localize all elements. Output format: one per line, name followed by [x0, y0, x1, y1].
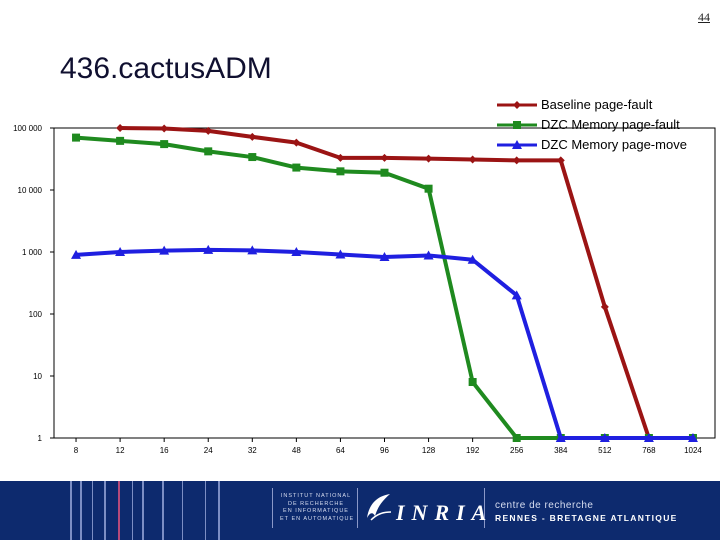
dzc-memory-page-move-point: [159, 245, 170, 255]
dzc-memory-page-move-line: [75, 247, 693, 440]
baseline-page-fault-point: [292, 138, 301, 147]
baseline-page-fault-point: [556, 156, 565, 165]
dzc-memory-page-fault-legend-marker: [513, 121, 521, 129]
dzc-memory-page-move-point: [555, 433, 566, 442]
footer-decor-line: [118, 481, 120, 540]
dzc-memory-page-fault-point: [380, 168, 389, 177]
x-tick-label: 48: [292, 446, 301, 455]
footer-separator: [357, 488, 358, 528]
baseline-page-fault-point: [336, 153, 345, 162]
page-number: 44: [698, 10, 710, 24]
footer-decor-line: [142, 481, 144, 540]
x-tick-label: 192: [466, 446, 480, 455]
centre-name: RENNES - BRETAGNE ATLANTIQUE: [495, 513, 678, 523]
dzc-memory-page-fault-point: [424, 184, 433, 193]
baseline-page-fault-point: [424, 154, 433, 163]
x-tick-label: 96: [380, 446, 389, 455]
footer-decor-line: [104, 481, 106, 540]
dzc-memory-page-move-point: [115, 247, 126, 256]
dzc-memory-page-move-point: [511, 290, 522, 300]
baseline-page-fault-point: [512, 156, 521, 165]
dzc-memory-page-fault-point: [336, 167, 345, 176]
centre-label: centre de recherche: [495, 500, 594, 511]
dzc-memory-page-fault-point: [116, 136, 125, 145]
baseline-page-fault-point: [160, 124, 169, 133]
baseline-page-fault-point: [116, 124, 125, 132]
footer-separator: [272, 488, 273, 528]
dzc-memory-page-fault-point: [204, 147, 213, 156]
baseline-page-fault-point: [248, 132, 257, 141]
x-tick-label: 16: [160, 446, 169, 455]
dzc-memory-page-fault-point: [160, 140, 169, 149]
x-tick-label: 128: [422, 446, 436, 455]
baseline-page-fault-line: [120, 126, 693, 440]
line-chart: 100 000 10 000 1 000 100 10 1 8 12 16 24 32 48 64 96 1…: [13, 97, 716, 455]
slide-title: 436.cactusADM: [60, 52, 272, 85]
footer-decor-line: [132, 481, 133, 540]
dzc-memory-page-move-point: [247, 245, 258, 255]
footer-decor-line: [182, 481, 183, 540]
y-tick-label: 100: [29, 310, 43, 319]
inria-logo-text: INRIA: [396, 500, 494, 525]
footer-decor-line: [205, 481, 206, 540]
dzc-memory-page-fault-point: [248, 153, 257, 162]
dzc-memory-page-move-point: [643, 433, 654, 442]
y-tick-label: 100 000: [13, 124, 42, 133]
institute-line: ET EN AUTOMATIQUE: [280, 515, 355, 522]
dzc-memory-page-move-point: [203, 244, 214, 254]
footer-separator: [484, 488, 485, 528]
institute-line: EN INFORMATIQUE: [283, 508, 349, 514]
institute-name: INSTITUT NATIONAL DE RECHERCHE EN INFORM…: [280, 493, 355, 523]
y-tick-label: 1 000: [22, 248, 43, 257]
institute-line: INSTITUT NATIONAL: [280, 493, 352, 499]
baseline-page-fault-legend-label: Baseline page-fault: [541, 97, 653, 112]
baseline-page-fault-point: [204, 126, 213, 135]
x-tick-label: 64: [336, 446, 345, 455]
x-tick-label: 256: [510, 446, 524, 455]
dzc-memory-page-move-point: [687, 433, 698, 442]
x-tick-label: 512: [598, 446, 612, 455]
dzc-memory-page-move-point: [467, 254, 478, 264]
x-tick-label: 384: [554, 446, 568, 455]
dzc-memory-page-move-point: [423, 250, 434, 260]
dzc-memory-page-fault-point: [468, 378, 477, 387]
dzc-memory-page-move-point: [71, 249, 82, 259]
footer-decor-line: [218, 481, 220, 540]
baseline-page-fault-point: [468, 155, 477, 164]
footer-banner: INSTITUT NATIONAL DE RECHERCHE EN INFORM…: [0, 481, 720, 540]
dzc-memory-page-fault-point: [512, 434, 521, 442]
baseline-page-fault-point: [600, 302, 609, 311]
x-tick-label: 8: [74, 446, 79, 455]
dzc-memory-page-move-legend-label: DZC Memory page-move: [541, 137, 687, 152]
baseline-page-fault-legend-marker: [513, 101, 521, 109]
inria-logo-icon: [367, 494, 392, 521]
y-tick-label: 10: [33, 372, 42, 381]
footer-decor-line: [70, 481, 72, 540]
baseline-page-fault-point: [380, 153, 389, 162]
x-tick-label: 12: [116, 446, 125, 455]
y-tick-label: 10 000: [18, 186, 43, 195]
dzc-memory-page-move-point: [335, 249, 346, 259]
y-tick-label: 1: [38, 434, 43, 443]
x-tick-label: 24: [204, 446, 213, 455]
institute-line: DE RECHERCHE: [287, 500, 344, 507]
x-tick-label: 32: [248, 446, 257, 455]
footer-decor-line: [80, 481, 82, 540]
x-tick-label: 1024: [684, 446, 702, 455]
dzc-memory-page-move-point: [599, 433, 610, 442]
dzc-memory-page-move-point: [291, 247, 302, 256]
dzc-memory-page-fault-point: [72, 133, 81, 142]
footer-decor-line: [162, 481, 164, 540]
footer-decor-line: [92, 481, 93, 540]
dzc-memory-page-move-legend-marker: [512, 140, 522, 149]
dzc-memory-page-move-point: [379, 252, 390, 262]
dzc-memory-page-fault-legend-label: DZC Memory page-fault: [541, 117, 680, 132]
dzc-memory-page-fault-point: [292, 163, 301, 172]
x-tick-label: 768: [642, 446, 656, 455]
